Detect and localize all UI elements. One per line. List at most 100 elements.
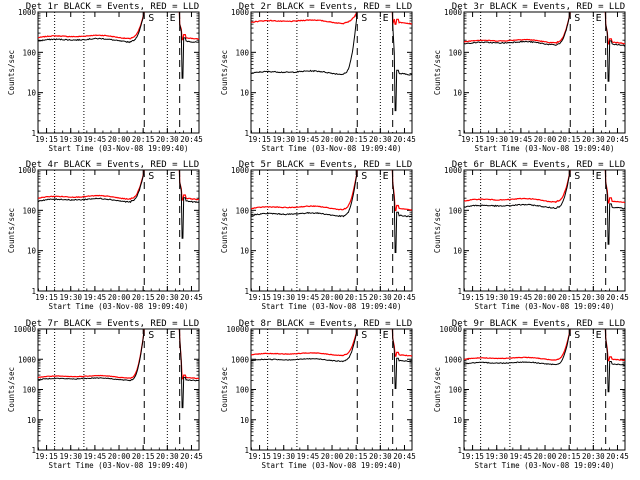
lld-series-line [464,329,625,362]
plot-frame [463,11,626,134]
y-axis-label: Counts/sec [220,50,229,95]
y-tick-label: 10 [27,416,37,425]
x-tick-label: 19:15 [461,135,484,144]
x-tick-label: 19:30 [59,293,82,302]
panel-title: Det 9r BLACK = Events, RED = LLD [452,319,625,329]
lld-series-line [251,170,412,212]
y-tick-label: 10000 [13,325,36,334]
x-tick-label: 20:30 [156,293,179,302]
panel-2: Det 2r BLACK = Events, RED = LLD 1 10 100 10… [220,2,416,153]
x-tick-label: 20:30 [582,293,605,302]
y-tick-label: 1 [457,287,462,296]
x-axis-label: Start Time (03-Nov-08 19:09:40) [49,144,189,153]
panel-9: Det 9r BLACK = Events, RED = LLD 1 10 100 10… [433,319,629,470]
y-axis-label: Counts/sec [7,208,16,253]
x-tick-label: 20:15 [558,293,581,302]
end-marker-label: E [596,171,602,182]
y-tick-label: 1 [31,287,36,296]
x-tick-label: 20:00 [108,452,131,461]
y-tick-label: 1 [244,287,249,296]
end-marker-label: E [170,171,176,182]
x-tick-label: 19:15 [461,293,484,302]
x-tick-label: 19:15 [35,135,58,144]
panel-title: Det 6r BLACK = Events, RED = LLD [452,160,625,170]
panel-8: Det 8r BLACK = Events, RED = LLD 1 10 100 10… [220,319,416,470]
x-tick-label: 20:45 [393,452,416,461]
y-tick-label: 1 [31,446,36,455]
x-tick-label: 19:30 [485,293,508,302]
start-marker-label: S [361,13,367,24]
x-tick-label: 20:45 [180,452,203,461]
x-tick-label: 20:45 [180,293,203,302]
x-tick-label: 20:30 [582,452,605,461]
plot-frame [37,11,200,134]
y-tick-label: 100 [235,206,249,215]
x-tick-label: 19:45 [84,452,107,461]
events-series-line [464,329,625,393]
lld-series-line [464,12,625,45]
y-tick-label: 100 [22,206,36,215]
x-tick-label: 20:30 [156,452,179,461]
y-tick-label: 10000 [439,325,462,334]
x-axis-label: Start Time (03-Nov-08 19:09:40) [475,302,615,311]
plot-frame [250,11,413,134]
x-tick-label: 19:30 [272,293,295,302]
x-tick-label: 20:15 [132,135,155,144]
end-marker-label: E [383,13,389,24]
x-tick-label: 19:15 [461,452,484,461]
x-tick-label: 20:00 [534,135,557,144]
lld-series-line [38,12,199,41]
panel-title: Det 5r BLACK = Events, RED = LLD [239,160,412,170]
events-series-line [38,170,199,239]
panel-3: Det 3r BLACK = Events, RED = LLD 1 10 100 10… [433,2,629,153]
y-tick-label: 1000 [18,166,37,175]
x-tick-label: 20:15 [558,135,581,144]
x-tick-label: 19:45 [510,452,533,461]
x-tick-label: 19:45 [297,293,320,302]
x-tick-label: 19:15 [248,452,271,461]
end-marker-label: E [170,13,176,24]
x-tick-label: 20:30 [582,135,605,144]
events-series-line [38,329,199,409]
x-tick-label: 20:00 [321,293,344,302]
lld-series-line [251,12,412,25]
plot-frame [463,328,626,451]
events-series-line [251,170,412,253]
plot-frame [250,169,413,292]
plot-frame [37,328,200,451]
x-tick-label: 19:45 [84,135,107,144]
x-tick-label: 20:45 [606,452,629,461]
y-tick-label: 10 [453,416,463,425]
plot-frame [463,169,626,292]
lld-series-line [464,170,625,204]
y-tick-label: 100 [448,386,462,395]
x-tick-label: 19:30 [485,452,508,461]
y-axis-label: Counts/sec [7,50,16,95]
plot-frame [250,328,413,451]
panel-6: Det 6r BLACK = Events, RED = LLD 1 10 100 10… [433,160,629,311]
y-tick-label: 1000 [444,166,463,175]
y-tick-label: 1 [244,129,249,138]
start-marker-label: S [361,330,367,341]
x-tick-label: 19:15 [35,452,58,461]
y-tick-label: 1000 [18,8,37,17]
y-tick-label: 1000 [231,166,250,175]
panel-title: Det 2r BLACK = Events, RED = LLD [239,2,412,12]
panel-title: Det 8r BLACK = Events, RED = LLD [239,319,412,329]
x-tick-label: 20:45 [606,135,629,144]
start-marker-label: S [574,171,580,182]
x-tick-label: 19:45 [84,293,107,302]
x-tick-label: 20:00 [534,293,557,302]
y-tick-label: 10 [240,89,250,98]
x-tick-label: 19:30 [59,452,82,461]
x-tick-label: 19:15 [35,293,58,302]
x-tick-label: 20:30 [369,452,392,461]
x-axis-label: Start Time (03-Nov-08 19:09:40) [262,144,402,153]
lld-series-line [251,329,412,357]
start-marker-label: S [148,13,154,24]
y-tick-label: 100 [448,206,462,215]
y-axis-label: Counts/sec [220,208,229,253]
x-axis-label: Start Time (03-Nov-08 19:09:40) [475,461,615,470]
start-marker-label: S [574,13,580,24]
x-tick-label: 19:45 [510,135,533,144]
